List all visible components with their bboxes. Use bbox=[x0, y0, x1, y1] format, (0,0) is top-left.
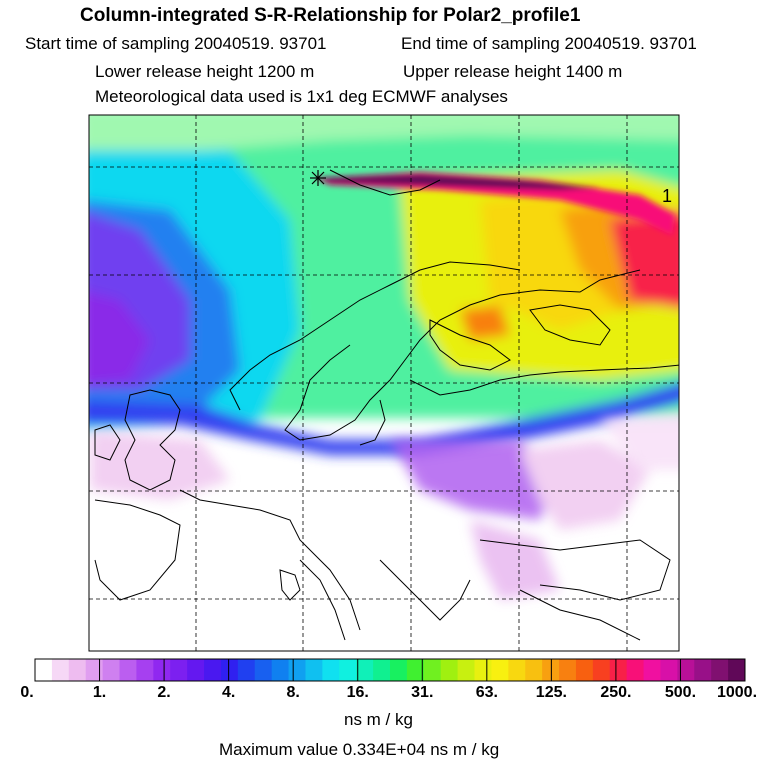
colorbar-swatch bbox=[440, 659, 459, 681]
colorbar-tick-label: 250. bbox=[600, 684, 632, 701]
colorbar-swatch bbox=[322, 659, 340, 681]
colorbar-swatch bbox=[373, 659, 391, 681]
colorbar-swatch bbox=[119, 659, 137, 681]
colorbar-tick-label: 16. bbox=[346, 684, 369, 701]
graticule bbox=[89, 115, 679, 651]
colorbar-swatch bbox=[220, 659, 239, 681]
colorbar-swatch bbox=[187, 659, 205, 681]
concentration-field bbox=[89, 115, 679, 651]
colorbar-swatch bbox=[575, 659, 594, 681]
start-time-text: Start time of sampling 20040519. 93701 bbox=[25, 34, 327, 53]
lower-release-text: Lower release height 1200 m bbox=[95, 62, 315, 81]
colorbar-tick-label: 8. bbox=[286, 684, 300, 701]
end-time-text: End time of sampling 20040519. 93701 bbox=[401, 34, 697, 53]
colorbar-swatch bbox=[474, 659, 492, 681]
colorbar-swatch bbox=[35, 659, 53, 681]
colorbar-swatch bbox=[457, 659, 476, 681]
colorbar-swatch bbox=[728, 659, 746, 681]
colorbar-tick-label: 4. bbox=[221, 684, 236, 701]
colorbar-tick-label: 31. bbox=[411, 684, 434, 701]
colorbar-swatch bbox=[339, 659, 357, 681]
colorbar-swatch bbox=[136, 659, 154, 681]
colorbar-swatch bbox=[170, 659, 188, 681]
met-data-text: Meteorological data used is 1x1 deg ECMW… bbox=[95, 87, 508, 106]
colorbar-tick-label: 125. bbox=[535, 684, 567, 701]
colorbar-frame bbox=[34, 658, 746, 682]
upper-release-text: Upper release height 1400 m bbox=[403, 62, 623, 81]
colorbar-swatch bbox=[559, 659, 577, 681]
colorbar-tick-label: 0. bbox=[20, 684, 34, 701]
colorbar-swatch bbox=[711, 659, 729, 681]
colorbar-tick-label: 2. bbox=[157, 684, 171, 701]
colorbar-swatch bbox=[153, 659, 171, 681]
colorbar-swatch bbox=[525, 659, 543, 681]
coastlines bbox=[94, 169, 679, 641]
colorbar-swatch bbox=[102, 659, 121, 681]
colorbar-swatch bbox=[288, 659, 306, 681]
colorbar-tick-label: 1. bbox=[92, 684, 107, 701]
colorbar-tick-label: 63. bbox=[475, 684, 498, 701]
colorbar-swatch bbox=[423, 659, 442, 681]
colorbar-swatch bbox=[68, 659, 87, 681]
colorbar-tick-label: 500. bbox=[664, 684, 697, 701]
colorbar-swatch bbox=[643, 659, 661, 681]
corner-label: 1 bbox=[662, 186, 672, 206]
colorbar-swatch bbox=[508, 659, 526, 681]
map-frame bbox=[88, 114, 680, 652]
colorbar-swatch bbox=[677, 659, 695, 681]
colorbar-swatch bbox=[305, 659, 323, 681]
colorbar-swatch bbox=[609, 659, 628, 681]
colorbar-swatch bbox=[542, 659, 560, 681]
colorbar-swatch bbox=[491, 659, 509, 681]
colorbar-tick-label: 1000. bbox=[716, 684, 758, 701]
colorbar-swatch bbox=[356, 659, 374, 681]
colorbar-swatch bbox=[406, 659, 425, 681]
colorbar-units: ns m / kg bbox=[344, 710, 413, 729]
colorbar-swatch bbox=[51, 659, 70, 681]
colorbar-swatch bbox=[592, 659, 611, 681]
map-title: Column-integrated S-R-Relationship for P… bbox=[80, 5, 581, 26]
colorbar-swatch bbox=[390, 659, 408, 681]
colorbar-swatch bbox=[694, 659, 712, 681]
receptor-star-icon bbox=[310, 170, 326, 186]
colorbar-swatch bbox=[85, 659, 104, 681]
max-value-text: Maximum value 0.334E+04 ns m / kg bbox=[219, 740, 500, 759]
colorbar-swatch bbox=[237, 659, 256, 681]
colorbar-swatch bbox=[660, 659, 678, 681]
colorbar-swatch bbox=[271, 659, 290, 681]
colorbar-swatch bbox=[626, 659, 645, 681]
colorbar-swatch bbox=[254, 659, 273, 681]
colorbar-swatch bbox=[204, 659, 222, 681]
